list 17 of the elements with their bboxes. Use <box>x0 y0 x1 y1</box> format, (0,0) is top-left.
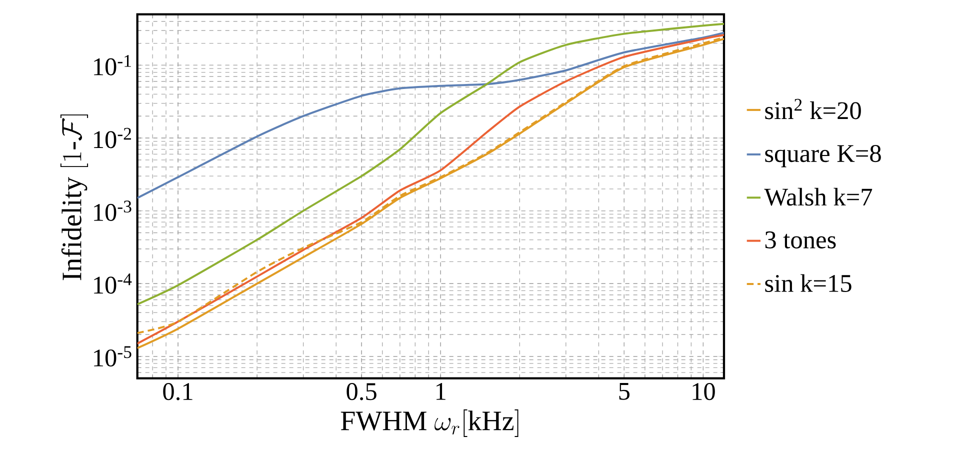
y-tick-label: 10$^{-2}$ <box>94 128 131 148</box>
x-axis-title: $\mathrm{FWHM}\ \omega_r[\mathrm{kHz}]$ <box>340 409 518 437</box>
legend-label: sin$^{2}$ k=20 <box>765 98 861 120</box>
x-tick-label: 10 <box>692 383 715 400</box>
x-tick-label: 0.1 <box>163 383 192 400</box>
y-tick-label: 10$^{-5}$ <box>94 346 132 367</box>
y-tick-label: 10$^{-3}$ <box>94 200 132 221</box>
legend-label: 3 tones <box>765 231 836 248</box>
y-tick-label: 10$^{-4}$ <box>94 273 132 294</box>
y-tick-label: 10$^{-1}$ <box>94 55 131 76</box>
x-tick-label: 0.5 <box>346 383 376 400</box>
x-tick-label: 5 <box>619 383 630 400</box>
legend-label: square K=8 <box>765 145 881 168</box>
legend-label: sin k=15 <box>765 274 852 292</box>
y-axis-title: $\mathrm{Infidelity}\ [1\mbox{-}\mathcal{F}]$ <box>60 114 88 280</box>
legend-label: Walsh k=7 <box>764 188 872 206</box>
x-tick-label: 1 <box>436 383 446 400</box>
